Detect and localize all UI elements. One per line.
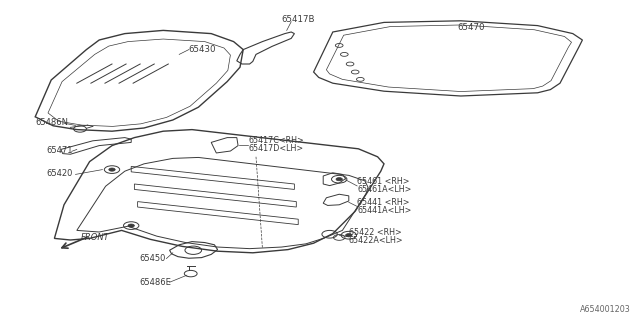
Text: 65422A<LH>: 65422A<LH> <box>349 236 403 245</box>
Circle shape <box>128 224 134 227</box>
Text: 65486N: 65486N <box>36 118 69 127</box>
Text: 65417D<LH>: 65417D<LH> <box>248 144 303 153</box>
Text: 65441A<LH>: 65441A<LH> <box>357 206 412 215</box>
Text: 65486E: 65486E <box>140 278 172 287</box>
Text: 65441 <RH>: 65441 <RH> <box>357 198 410 207</box>
Text: 65471: 65471 <box>47 146 73 155</box>
Circle shape <box>109 168 115 171</box>
Text: A654001203: A654001203 <box>580 305 630 314</box>
Circle shape <box>346 234 352 237</box>
Text: 65470: 65470 <box>458 23 485 32</box>
Text: FRONT: FRONT <box>81 233 110 242</box>
Circle shape <box>336 178 342 181</box>
Text: 65420: 65420 <box>47 169 73 178</box>
Text: 65422 <RH>: 65422 <RH> <box>349 228 401 237</box>
Text: 65450: 65450 <box>140 254 166 263</box>
Text: 65417B: 65417B <box>282 15 315 24</box>
Text: 65417C<RH>: 65417C<RH> <box>248 136 304 145</box>
Text: 65430: 65430 <box>189 45 216 54</box>
Text: 65461A<LH>: 65461A<LH> <box>357 185 412 194</box>
Text: 65461 <RH>: 65461 <RH> <box>357 177 410 186</box>
